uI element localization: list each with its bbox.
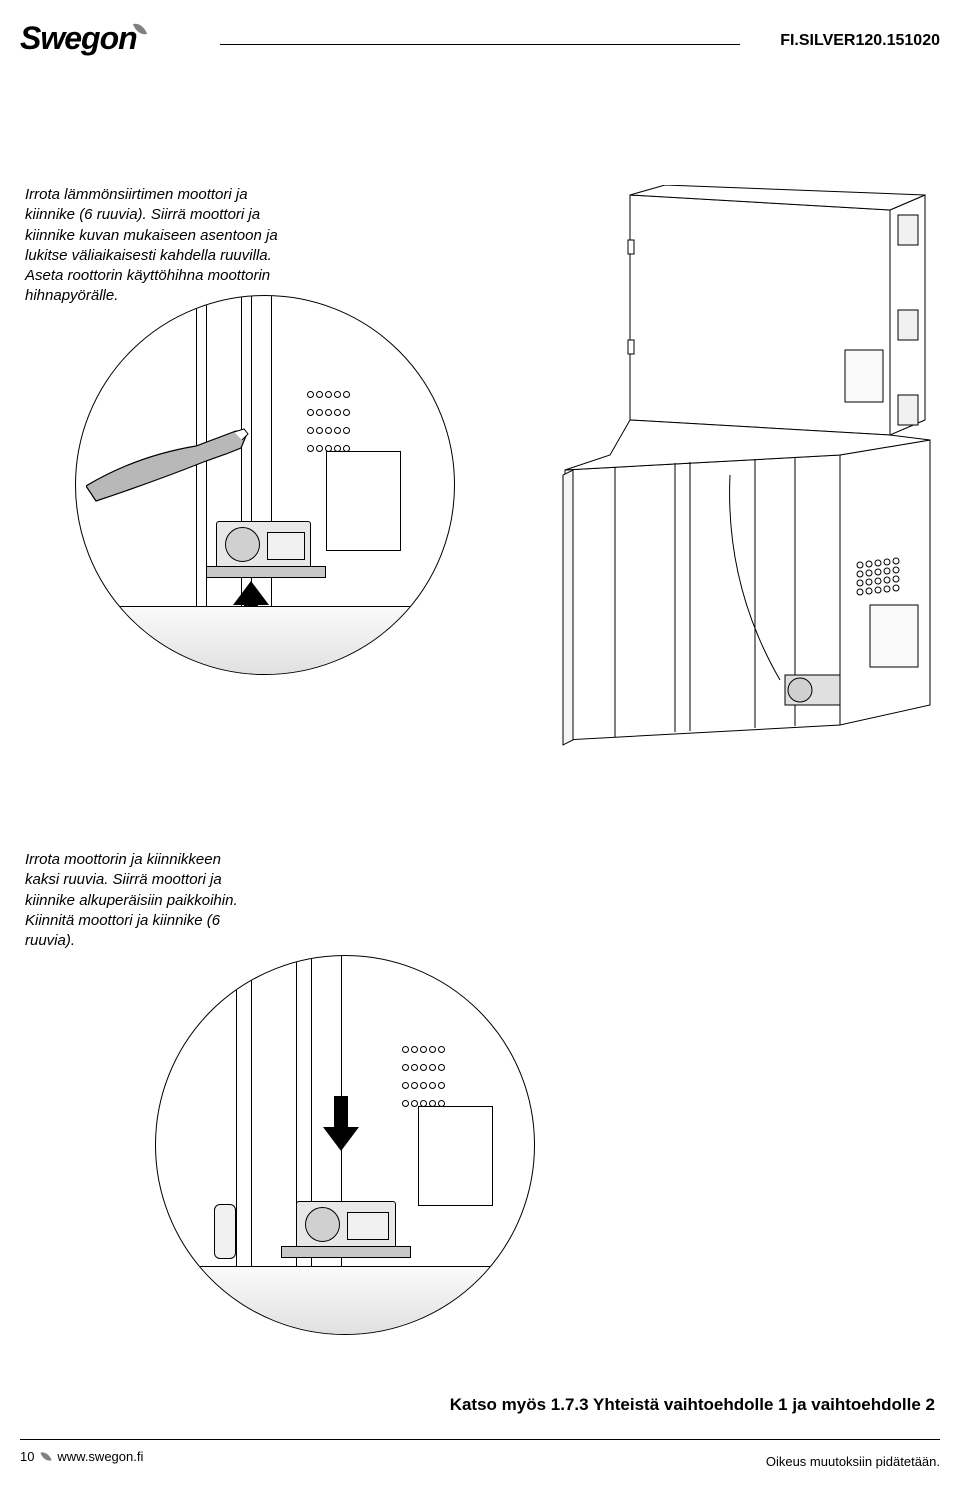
brand-name: Swegon: [20, 20, 137, 56]
leaf-icon: [40, 1450, 51, 1463]
access-panel: [418, 1106, 493, 1206]
floor-plane: [86, 606, 446, 675]
mounting-bracket: [281, 1246, 411, 1258]
equipment-diagram: [560, 185, 940, 755]
page-footer: 10 www.swegon.fi Oikeus muutoksiin pidät…: [20, 1439, 940, 1469]
cross-reference: Katso myös 1.7.3 Yhteistä vaihtoehdolle …: [450, 1395, 935, 1415]
page-header: Swegon FI.SILVER120.151020: [20, 20, 940, 70]
detail-diagram-2: [155, 955, 535, 1335]
document-id: FI.SILVER120.151020: [780, 32, 940, 50]
page-number: 10: [20, 1449, 34, 1464]
detail-diagram-1: [75, 295, 455, 675]
vent-holes: [401, 1041, 461, 1113]
motor-assembly: [216, 521, 311, 571]
mounting-bracket: [206, 566, 326, 578]
rights-text: Oikeus muutoksiin pidätetään.: [766, 1454, 940, 1469]
step1-instructions: Irrota lämmönsiirtimen moottori ja kiinn…: [25, 185, 285, 307]
header-rule: [220, 44, 740, 45]
footer-url: www.swegon.fi: [57, 1449, 143, 1464]
cylinder-part: [214, 1204, 236, 1259]
brand-logo: Swegon: [20, 20, 145, 57]
vent-holes: [306, 386, 366, 458]
motor-assembly: [296, 1201, 396, 1251]
hand-arm-icon: [86, 426, 266, 516]
floor-plane: [166, 1266, 526, 1335]
arrow-down-icon: [321, 1096, 361, 1151]
access-panel: [326, 451, 401, 551]
step2-instructions: Irrota moottorin ja kiinnikkeen kaksi ru…: [25, 850, 255, 951]
